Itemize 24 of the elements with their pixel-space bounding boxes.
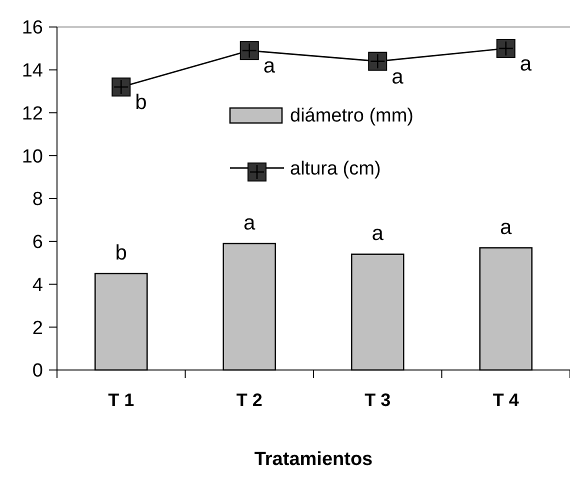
y-tick-label: 16 bbox=[22, 18, 43, 39]
x-tick-label: T 1 bbox=[108, 390, 134, 410]
y-tick-label: 0 bbox=[32, 360, 43, 382]
annotation: b bbox=[115, 242, 127, 265]
y-tick-label: 6 bbox=[32, 232, 43, 254]
x-tick-label: T 4 bbox=[492, 390, 519, 410]
y-tick-label: 4 bbox=[32, 274, 44, 296]
legend-label: altura (cm) bbox=[290, 158, 381, 180]
y-tick-label: 14 bbox=[22, 60, 44, 82]
annotation: a bbox=[500, 216, 512, 239]
annotation: a bbox=[372, 222, 384, 246]
x-tick-label: T 2 bbox=[236, 390, 262, 410]
legend-label: diámetro (mm) bbox=[290, 106, 414, 127]
annotation: a bbox=[520, 52, 532, 76]
y-tick-label: 12 bbox=[22, 103, 43, 124]
y-tick-label: 8 bbox=[32, 189, 43, 210]
x-axis-title: Tratamientos bbox=[254, 449, 373, 470]
annotation: b bbox=[135, 91, 147, 114]
annotation: a bbox=[244, 212, 256, 235]
y-tick-label: 2 bbox=[32, 318, 43, 339]
annotation: a bbox=[263, 54, 276, 78]
annotation: a bbox=[392, 65, 404, 88]
x-tick-label: T 3 bbox=[364, 390, 391, 410]
y-tick-label: 10 bbox=[22, 146, 43, 168]
